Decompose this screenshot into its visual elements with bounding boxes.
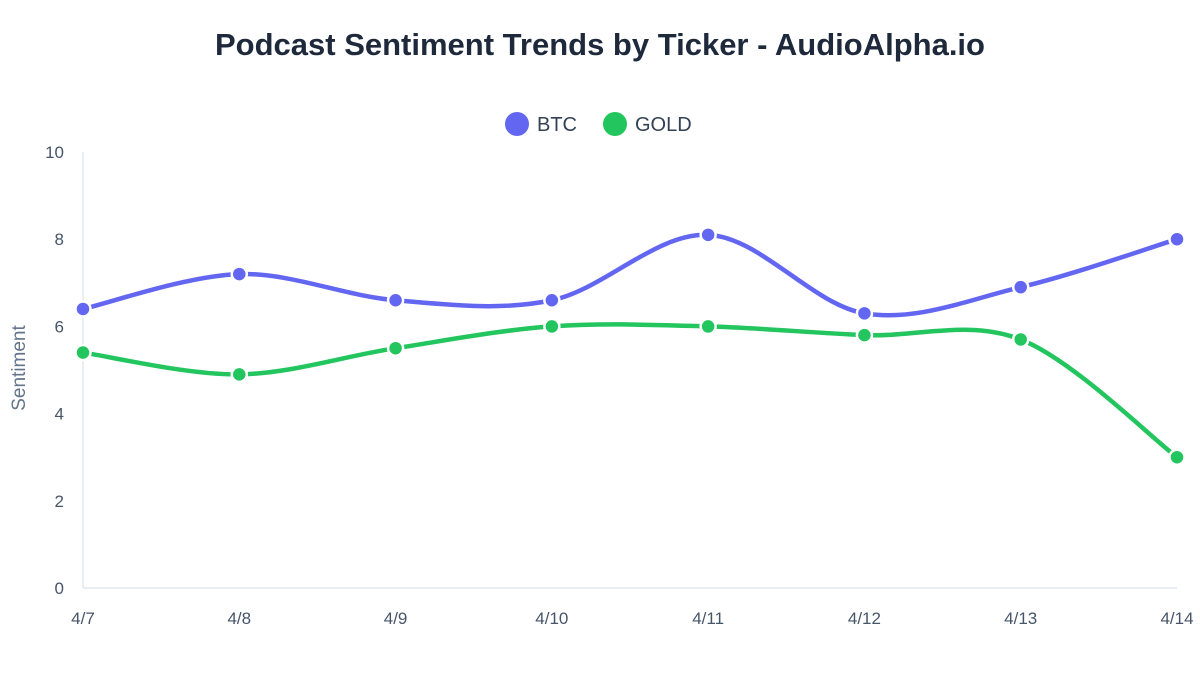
y-tick-label: 4: [55, 405, 64, 424]
legend: BTC GOLD: [505, 112, 692, 136]
y-tick-label: 8: [55, 230, 64, 249]
y-axis-ticks: 0 2 4 6 8 10: [45, 143, 64, 598]
legend-marker-btc: [505, 112, 529, 136]
x-tick-label: 4/9: [384, 609, 408, 628]
x-tick-label: 4/8: [227, 609, 251, 628]
data-point-gold[interactable]: [1011, 330, 1030, 349]
data-point-btc[interactable]: [543, 291, 561, 309]
series-line-btc: [80, 232, 1180, 318]
legend-marker-gold: [603, 112, 627, 136]
legend-label-btc: BTC: [537, 114, 577, 136]
x-tick-label: 4/10: [535, 609, 568, 628]
x-tick-label: 4/13: [1004, 609, 1037, 628]
series-line-gold: [80, 322, 1180, 460]
data-point-gold[interactable]: [74, 343, 92, 362]
legend-item-gold[interactable]: GOLD: [603, 112, 692, 136]
x-tick-label: 4/12: [848, 609, 881, 628]
data-point-btc[interactable]: [699, 226, 717, 244]
data-point-gold[interactable]: [386, 339, 405, 357]
data-point-btc[interactable]: [74, 300, 92, 318]
data-point-gold[interactable]: [855, 326, 874, 344]
x-tick-label: 4/14: [1160, 609, 1193, 628]
data-point-gold[interactable]: [230, 365, 249, 384]
y-tick-label: 6: [55, 317, 64, 336]
chart-title: Podcast Sentiment Trends by Ticker - Aud…: [215, 27, 985, 62]
data-point-gold[interactable]: [699, 317, 717, 336]
data-point-btc[interactable]: [230, 265, 249, 283]
series-group: [74, 226, 1186, 466]
data-point-btc[interactable]: [1011, 278, 1030, 296]
data-point-gold[interactable]: [1168, 448, 1186, 466]
y-tick-label: 0: [55, 579, 64, 598]
series-gold: [74, 317, 1186, 466]
legend-item-btc[interactable]: BTC: [505, 112, 577, 136]
x-tick-label: 4/7: [71, 609, 95, 628]
series-btc: [74, 226, 1186, 323]
data-point-gold[interactable]: [543, 317, 561, 336]
y-axis-title: Sentiment: [9, 325, 30, 411]
data-point-btc[interactable]: [855, 304, 874, 323]
x-axis-ticks: 4/7 4/8 4/9 4/10 4/11 4/12 4/13 4/14: [71, 609, 1193, 628]
y-tick-label: 2: [55, 492, 64, 511]
legend-label-gold: GOLD: [635, 114, 692, 136]
data-point-btc[interactable]: [386, 291, 405, 309]
y-tick-label: 10: [45, 143, 64, 162]
data-point-btc[interactable]: [1168, 230, 1186, 248]
x-tick-label: 4/11: [692, 609, 724, 628]
